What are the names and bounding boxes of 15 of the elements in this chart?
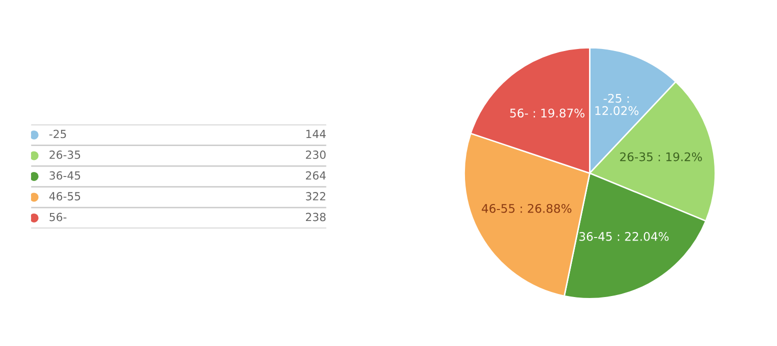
legend-label: 46-55 <box>49 192 80 200</box>
legend-label: -25 <box>49 130 66 138</box>
data-label: 46-55 : 26.88% <box>482 204 572 213</box>
data-label: 230 <box>306 150 326 159</box>
data-label: 238 <box>306 212 326 222</box>
data-label: 264 <box>306 171 326 180</box>
data-label: 36-45 : 22.04% <box>579 232 669 241</box>
data-label: 26-35 : 19.2% <box>620 152 702 162</box>
data-label: 144 <box>306 130 326 138</box>
data-label: 322 <box>306 192 326 200</box>
legend-label: 56- <box>50 212 66 222</box>
data-label: 56- : 19.87% <box>510 108 584 118</box>
data-label: -25 : 12.02% <box>595 94 638 116</box>
legend-label: 36-45 <box>50 171 80 180</box>
legend-label: 26-35 <box>50 150 80 159</box>
